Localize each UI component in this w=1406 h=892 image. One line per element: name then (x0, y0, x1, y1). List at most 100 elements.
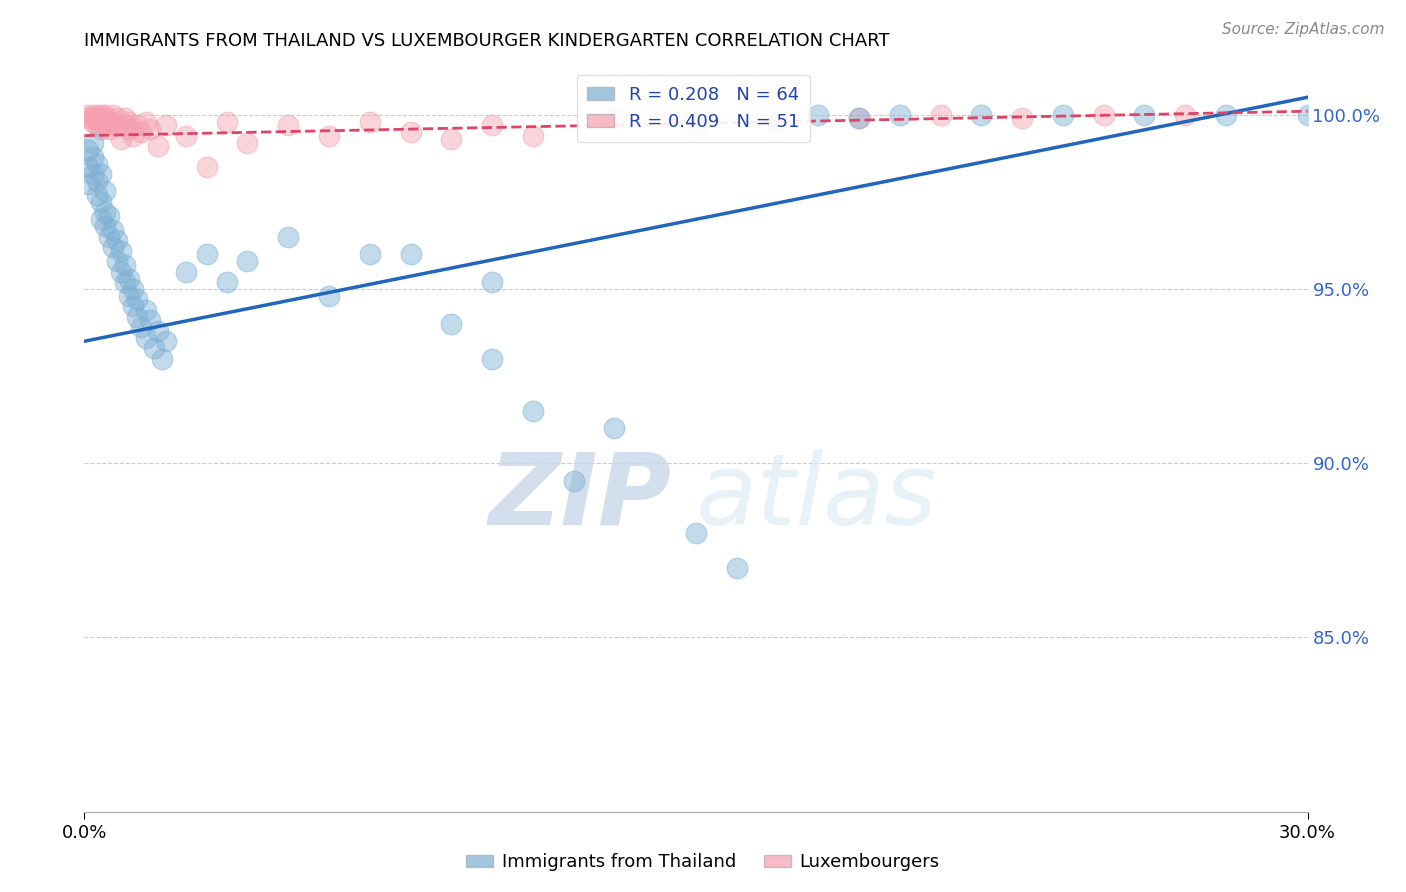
Point (1092, 108, 1115, 122)
Point (135, 114, 157, 128)
Point (1215, 108, 1237, 122)
Point (217, 114, 239, 128)
Point (135, 331, 157, 345)
Point (807, 108, 830, 122)
Text: IMMIGRANTS FROM THAILAND VS LUXEMBOURGER KINDERGARTEN CORRELATION CHART: IMMIGRANTS FROM THAILAND VS LUXEMBOURGER… (84, 32, 890, 50)
Point (90, 212, 112, 227)
Point (90, 121, 112, 136)
Text: atlas: atlas (696, 449, 938, 546)
Legend: Immigrants from Thailand, Luxembourgers: Immigrants from Thailand, Luxembourgers (458, 847, 948, 879)
Point (105, 254, 128, 268)
Point (236, 136, 259, 150)
Point (77, 178, 100, 192)
Point (122, 299, 145, 313)
Point (127, 310, 149, 324)
Point (97, 114, 120, 128)
Text: Source: ZipAtlas.com: Source: ZipAtlas.com (1222, 22, 1385, 37)
Point (848, 112, 870, 126)
Point (82, 136, 104, 150)
Point (101, 114, 124, 128)
Point (277, 229, 299, 244)
Point (929, 108, 952, 122)
Point (195, 160, 218, 174)
Point (889, 108, 911, 122)
Point (86, 174, 108, 188)
Point (1011, 112, 1033, 126)
Point (146, 324, 169, 338)
Point (155, 334, 177, 349)
Point (114, 258, 136, 272)
Point (685, 118, 707, 132)
Point (195, 247, 218, 261)
Legend: R = 0.208   N = 64, R = 0.409   N = 51: R = 0.208 N = 64, R = 0.409 N = 51 (576, 75, 810, 142)
Point (82, 149, 104, 163)
Point (603, 421, 626, 435)
Point (114, 112, 136, 126)
Point (481, 118, 503, 132)
Point (118, 121, 141, 136)
Point (93, 205, 115, 219)
Point (399, 247, 422, 261)
Point (848, 112, 870, 126)
Point (93, 108, 115, 122)
Point (118, 114, 141, 128)
Point (77, 160, 100, 174)
Point (135, 302, 157, 317)
Point (77, 108, 100, 122)
Point (82, 167, 104, 181)
Point (93, 185, 115, 199)
Text: ZIP: ZIP (488, 449, 672, 546)
Point (101, 240, 124, 254)
Point (114, 275, 136, 289)
Point (725, 561, 748, 575)
Point (122, 282, 145, 296)
Point (481, 275, 503, 289)
Point (277, 118, 299, 132)
Point (110, 264, 132, 278)
Point (86, 112, 108, 126)
Point (118, 271, 141, 285)
Point (522, 128, 544, 143)
Point (101, 108, 124, 122)
Point (86, 118, 108, 132)
Point (174, 128, 197, 143)
Point (90, 167, 112, 181)
Point (155, 118, 177, 132)
Point (86, 187, 108, 202)
Point (82, 108, 104, 122)
Point (77, 143, 100, 157)
Point (131, 320, 153, 334)
Point (97, 121, 120, 136)
Point (359, 114, 381, 128)
Point (440, 132, 463, 146)
Point (127, 293, 149, 307)
Point (82, 114, 104, 128)
Point (110, 244, 132, 258)
Point (685, 525, 707, 540)
Point (77, 112, 100, 126)
Point (603, 112, 626, 126)
Point (131, 125, 153, 139)
Point (90, 194, 112, 209)
Point (105, 112, 128, 126)
Point (217, 275, 239, 289)
Point (1133, 108, 1156, 122)
Point (82, 112, 104, 126)
Point (766, 114, 789, 128)
Point (318, 289, 340, 303)
Point (114, 118, 136, 132)
Point (97, 209, 120, 223)
Point (93, 112, 115, 126)
Point (122, 128, 145, 143)
Point (127, 118, 149, 132)
Point (105, 118, 128, 132)
Point (146, 139, 169, 153)
Point (1052, 108, 1074, 122)
Point (90, 108, 112, 122)
Point (1174, 108, 1197, 122)
Point (236, 254, 259, 268)
Point (86, 108, 108, 122)
Point (970, 108, 993, 122)
Point (359, 247, 381, 261)
Point (174, 264, 197, 278)
